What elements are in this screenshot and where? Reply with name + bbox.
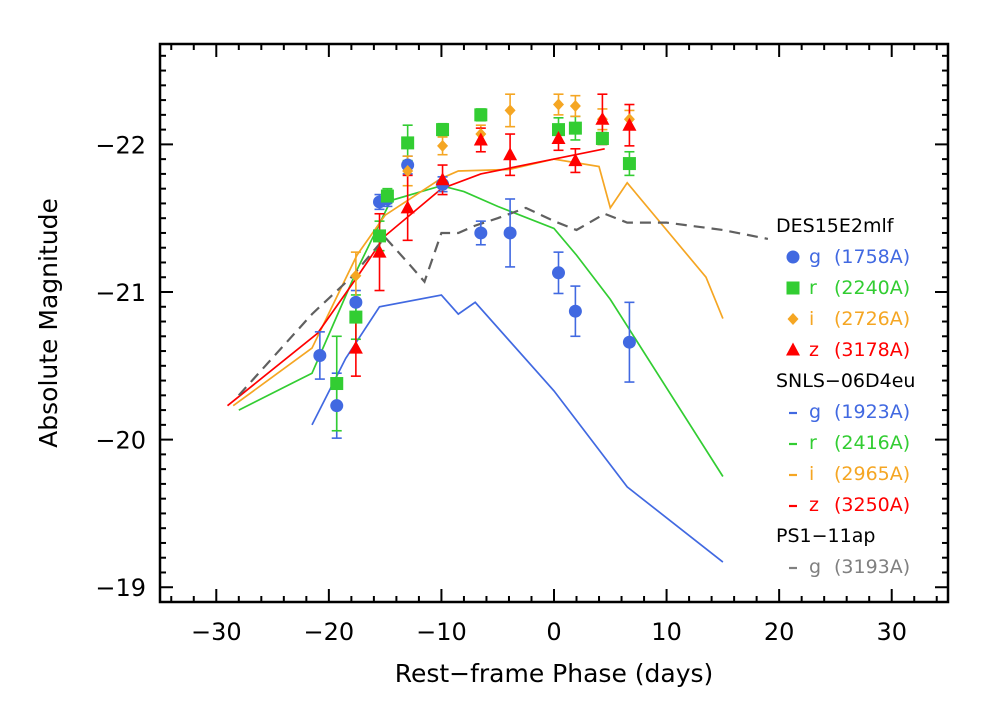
legend-entry-label: z (809, 494, 819, 516)
legend: DES15E2mlf g (1758A) r (2240A) i (2726A) z (3178… (776, 215, 915, 578)
legend-group-title: DES15E2mlf (776, 215, 895, 237)
y-tick-label: −19 (95, 574, 146, 602)
x-tick-label: −10 (416, 618, 467, 646)
marker-i-5 (553, 98, 565, 111)
marker-z-2 (400, 200, 415, 214)
marker-z-3 (435, 172, 450, 186)
marker-z-9 (622, 117, 637, 131)
legend-entry-wavelength: (2726A) (834, 308, 910, 330)
marker-r-5 (436, 123, 450, 137)
marker-g-11 (622, 335, 636, 349)
legend-group-title: SNLS−06D4eu (776, 370, 915, 392)
marker-z-5 (503, 147, 518, 161)
marker-z-8 (595, 111, 610, 125)
x-tick-label: 30 (876, 618, 907, 646)
marker-r-1 (349, 310, 363, 324)
x-tick-label: 0 (546, 618, 561, 646)
marker-r-2 (373, 229, 387, 243)
marker-r-8 (568, 121, 582, 135)
legend-entry-wavelength: (2240A) (834, 277, 910, 299)
legend-entry-wavelength: (2416A) (834, 432, 910, 454)
model-line-1 (238, 184, 724, 477)
data-markers (313, 98, 637, 413)
marker-z-7 (568, 153, 583, 167)
marker-z-6 (551, 130, 566, 144)
marker-r-10 (622, 157, 636, 171)
y-tick-label: −20 (95, 427, 146, 455)
legend-entry-label: g (809, 246, 821, 268)
model-lines (226, 147, 769, 563)
marker-g-2 (349, 295, 363, 309)
legend-entry-label: r (809, 277, 817, 299)
marker-i-6 (569, 100, 581, 112)
marker-r-9 (595, 131, 609, 145)
marker-z-1 (372, 244, 387, 258)
marker-g-8 (503, 226, 517, 240)
marker-r-6 (474, 108, 488, 122)
legend-entry-label: r (809, 432, 817, 454)
marker-r-4 (401, 136, 415, 150)
legend-entry-label: i (809, 308, 814, 330)
model-line-2 (232, 158, 724, 407)
y-tick-label: −21 (95, 279, 146, 307)
y-axis-label: Absolute Magnitude (34, 198, 63, 448)
x-tick-labels: −30 −20 −10 0 10 20 30 (191, 618, 907, 646)
marker-g-1 (330, 399, 344, 413)
error-bars (314, 93, 635, 439)
x-tick-label: 10 (651, 618, 682, 646)
legend-group-title: PS1−11ap (776, 525, 875, 547)
marker-i-4 (504, 104, 516, 117)
x-tick-label: −20 (304, 618, 355, 646)
y-tick-label: −22 (95, 131, 146, 159)
legend-entry-wavelength: (3250A) (834, 494, 910, 516)
legend-symbol (786, 250, 800, 264)
x-tick-label: 20 (764, 618, 795, 646)
marker-i-2 (437, 139, 449, 152)
legend-entry-label: g (809, 556, 821, 578)
x-axis-label: Rest−frame Phase (days) (395, 659, 714, 688)
axis-ticks (160, 44, 948, 602)
legend-entry-label: i (809, 463, 814, 485)
marker-g-9 (552, 266, 566, 280)
legend-entry-wavelength: (3193A) (834, 556, 910, 578)
legend-entry-label: z (809, 339, 819, 361)
legend-entry-wavelength: (3178A) (834, 339, 910, 361)
legend-symbol (786, 281, 800, 295)
legend-entry-label: g (809, 401, 821, 423)
legend-symbol (786, 342, 800, 356)
legend-entry-wavelength: (1923A) (834, 401, 910, 423)
marker-r-7 (552, 123, 566, 137)
model-line-3 (226, 147, 605, 407)
marker-i-1 (402, 164, 414, 177)
marker-r-3 (380, 189, 394, 203)
marker-z-4 (473, 132, 488, 146)
y-tick-labels: −19 −20 −21 −22 (95, 131, 146, 602)
marker-i-0 (350, 269, 362, 282)
model-line-4 (237, 206, 769, 397)
marker-g-10 (568, 304, 582, 318)
marker-g-7 (474, 226, 488, 240)
marker-r-0 (330, 377, 344, 391)
legend-entry-wavelength: (1758A) (834, 246, 910, 268)
marker-g-0 (313, 348, 327, 362)
model-line-0 (311, 294, 724, 563)
marker-z-0 (348, 340, 363, 354)
legend-entry-wavelength: (2965A) (834, 463, 910, 485)
legend-symbol (787, 313, 799, 325)
x-tick-label: −30 (191, 618, 242, 646)
